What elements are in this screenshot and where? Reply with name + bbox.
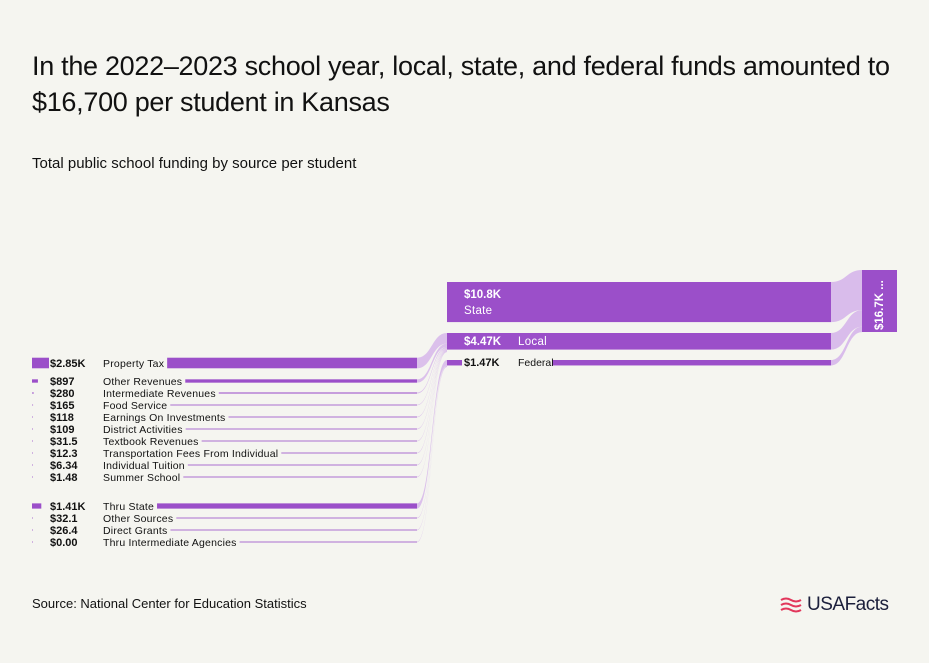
link-individual-tuition-to-local	[417, 350, 447, 466]
item-bar-other-sources	[176, 517, 417, 519]
item-swatch-food-service	[32, 404, 34, 406]
item-swatch-summer-school	[32, 476, 33, 478]
item-label-thru-state: Thru State	[103, 501, 154, 513]
source-label-bg-federal	[447, 359, 552, 368]
item-value-other-revenues: $897	[50, 376, 74, 388]
item-label-food-service: Food Service	[103, 400, 167, 412]
logo-text: USAFacts	[807, 594, 889, 615]
item-value-textbook-revenues: $31.5	[50, 436, 78, 448]
item-value-thru-intermediate-agencies: $0.00	[50, 537, 78, 549]
item-bar-intermediate-revenues	[218, 392, 417, 394]
source-bar-federal	[447, 360, 831, 366]
usafacts-logo: USAFacts	[779, 592, 889, 618]
source-label-state: State	[464, 305, 492, 317]
item-label-earnings-on-investments: Earnings On Investments	[103, 412, 226, 424]
item-bar-other-revenues	[185, 379, 417, 383]
item-label-textbook-revenues: Textbook Revenues	[103, 436, 199, 448]
item-value-district-activities: $109	[50, 424, 74, 436]
item-value-intermediate-revenues: $280	[50, 388, 74, 400]
source-value-federal: $1.47K	[464, 357, 500, 369]
item-value-individual-tuition: $6.34	[50, 460, 78, 472]
item-bar-earnings-on-investments	[228, 416, 417, 418]
item-label-other-sources: Other Sources	[103, 513, 173, 525]
link-summer-school-to-local	[417, 351, 447, 478]
chart-subtitle: Total public school funding by source pe…	[32, 155, 357, 172]
item-label-direct-grants: Direct Grants	[103, 525, 167, 537]
item-bar-summer-school	[183, 476, 417, 478]
item-swatch-earnings-on-investments	[32, 416, 33, 418]
item-value-property-tax: $2.85K	[50, 358, 86, 370]
item-bar-district-activities	[185, 428, 417, 430]
source-note: Source: National Center for Education St…	[32, 596, 307, 611]
source-label-federal: Federal	[518, 357, 554, 369]
item-label-intermediate-revenues: Intermediate Revenues	[103, 388, 216, 400]
item-bar-food-service	[170, 404, 417, 406]
source-value-state: $10.8K	[464, 289, 502, 301]
item-swatch-other-sources	[32, 517, 33, 519]
item-swatch-thru-intermediate-agencies	[32, 541, 33, 543]
item-swatch-direct-grants	[32, 529, 33, 531]
item-bar-thru-state	[157, 503, 417, 509]
link-thru-state-to-federal	[417, 360, 447, 509]
link-intermediate-revenues-to-local	[417, 346, 447, 394]
item-swatch-individual-tuition	[32, 464, 33, 466]
item-label-other-revenues: Other Revenues	[103, 376, 182, 388]
item-label-thru-intermediate-agencies: Thru Intermediate Agencies	[103, 537, 237, 549]
source-swatch-federal	[447, 360, 462, 366]
item-value-summer-school: $1.48	[50, 472, 78, 484]
item-label-individual-tuition: Individual Tuition	[103, 460, 185, 472]
chart-title: In the 2022–2023 school year, local, sta…	[32, 51, 890, 117]
total-value: $16.7K ...	[874, 280, 886, 330]
item-bar-property-tax	[167, 357, 417, 369]
source-value-local: $4.47K	[464, 336, 502, 348]
item-value-other-sources: $32.1	[50, 513, 78, 525]
item-label-summer-school: Summer School	[103, 472, 180, 484]
link-other-sources-to-federal	[417, 365, 447, 519]
item-swatch-transportation-fees-from-individual	[32, 452, 33, 454]
item-swatch-thru-state	[32, 503, 42, 509]
link-textbook-revenues-to-local	[417, 349, 447, 442]
link-other-revenues-to-local	[417, 343, 447, 383]
item-bar-direct-grants	[170, 529, 417, 531]
link-food-service-to-local	[417, 347, 447, 406]
item-swatch-district-activities	[32, 428, 33, 430]
flag-icon	[780, 597, 802, 613]
item-value-direct-grants: $26.4	[50, 525, 78, 537]
item-swatch-textbook-revenues	[32, 440, 33, 442]
link-direct-grants-to-federal	[417, 365, 447, 531]
link-local-to-total	[831, 310, 862, 350]
source-label-local: Local	[518, 336, 547, 348]
item-swatch-property-tax	[32, 357, 49, 369]
item-label-transportation-fees-from-individual: Transportation Fees From Individual	[103, 448, 278, 460]
total-bar	[862, 270, 897, 332]
item-bar-individual-tuition	[187, 464, 417, 466]
item-value-transportation-fees-from-individual: $12.3	[50, 448, 78, 460]
item-label-district-activities: District Activities	[103, 424, 183, 436]
item-swatch-other-revenues	[32, 379, 38, 383]
link-state-to-total	[831, 270, 862, 323]
link-thru-intermediate-agencies-to-federal	[417, 366, 447, 543]
item-value-earnings-on-investments: $118	[50, 412, 74, 424]
item-value-thru-state: $1.41K	[50, 501, 86, 513]
link-property-tax-to-local	[417, 333, 447, 369]
source-bar-local	[447, 333, 831, 350]
item-bar-textbook-revenues	[201, 440, 417, 442]
link-federal-to-total	[831, 326, 862, 366]
link-earnings-on-investments-to-local	[417, 348, 447, 418]
item-label-property-tax: Property Tax	[103, 358, 165, 370]
link-district-activities-to-local	[417, 349, 447, 430]
link-transportation-fees-from-individual-to-local	[417, 350, 447, 454]
item-bar-transportation-fees-from-individual	[281, 452, 417, 454]
item-bar-thru-intermediate-agencies	[239, 541, 417, 543]
item-value-food-service: $165	[50, 400, 74, 412]
source-bar-state	[447, 282, 831, 323]
item-swatch-intermediate-revenues	[32, 392, 34, 394]
